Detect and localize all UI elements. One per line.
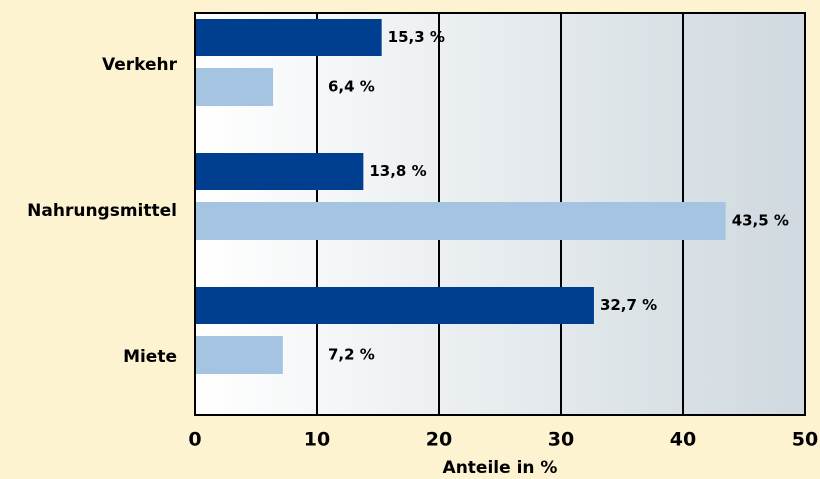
value-label: 6,4 % [328,78,375,96]
value-label: 15,3 % [388,28,445,46]
value-label: 7,2 % [328,346,375,364]
bar [195,287,594,324]
category-label: Verkehr [102,55,178,75]
bar [195,153,364,190]
value-label: 43,5 % [732,212,789,230]
bar [195,68,274,106]
bar [195,336,283,374]
plot-frame [194,12,806,416]
x-tick-label: 20 [426,429,452,451]
x-axis-title: Anteile in % [443,458,558,478]
x-tick-label: 30 [548,429,574,451]
x-tick-label: 40 [670,429,696,451]
category-label: Nahrungsmittel [27,201,177,221]
bar [195,19,382,56]
bar [195,202,726,240]
value-label: 13,8 % [369,162,426,180]
value-label: 32,7 % [600,296,657,314]
x-tick-label: 10 [304,429,330,451]
category-label: Miete [123,347,177,367]
x-tick-label: 0 [188,429,201,451]
x-tick-label: 50 [792,429,818,451]
